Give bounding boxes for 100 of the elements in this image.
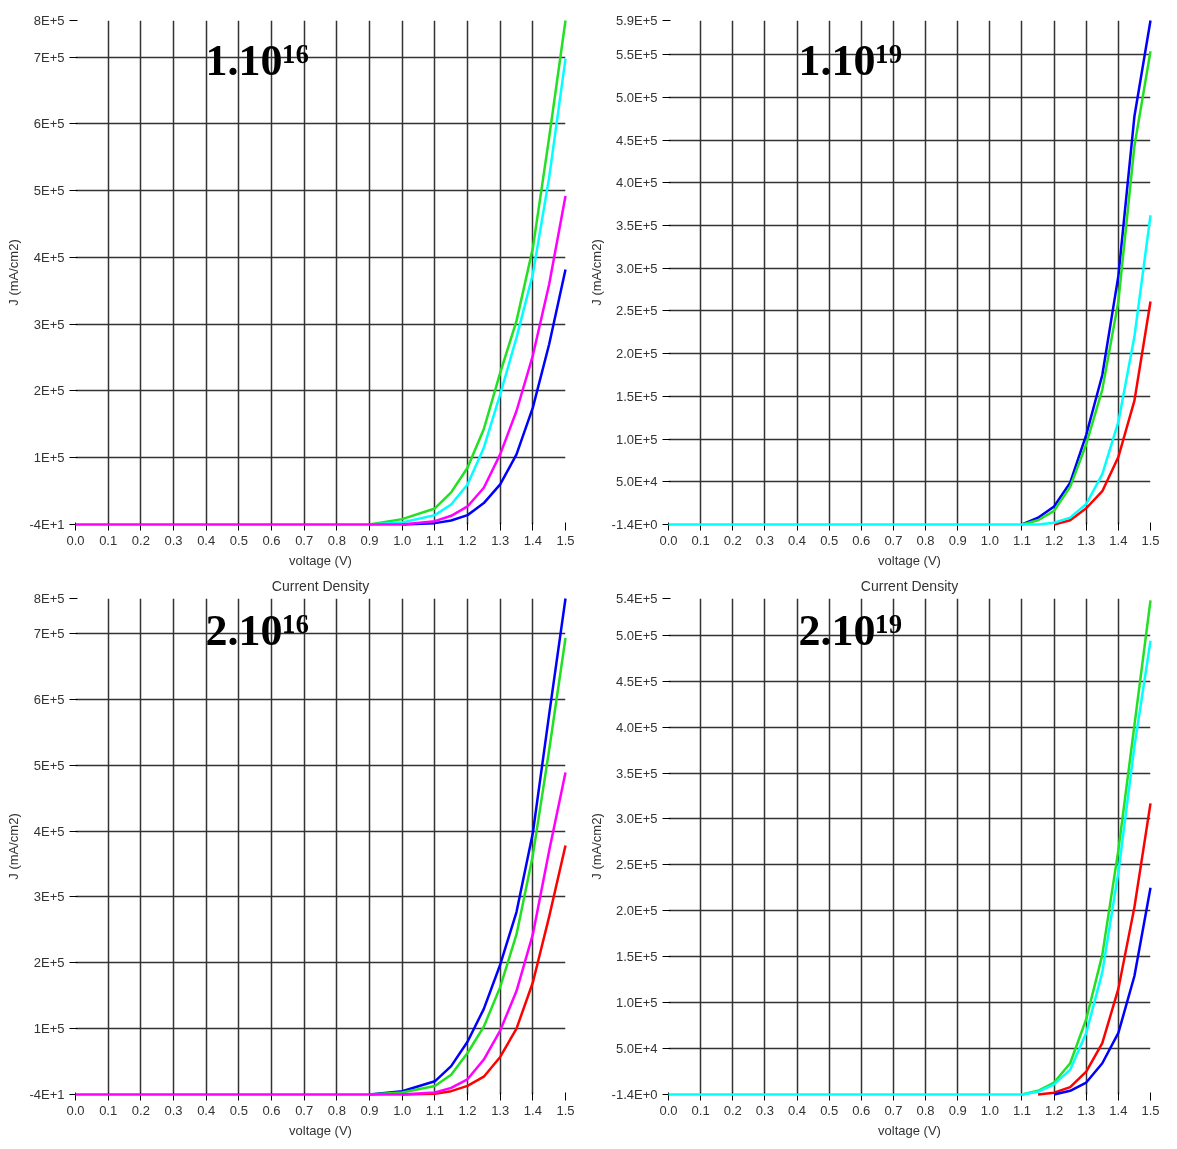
x-tick-label: 0.5 <box>229 1102 248 1118</box>
x-tick-label: 1.3 <box>491 1102 510 1118</box>
y-tick-label: 3E+5 <box>33 316 65 332</box>
y-tick-label: 1.0E+5 <box>615 995 658 1011</box>
x-tick-label: 1.4 <box>523 532 542 548</box>
x-tick-label: 1.5 <box>556 532 575 548</box>
x-tick-label: 0.1 <box>99 1102 118 1118</box>
y-tick-label: 5.9E+5 <box>615 13 658 28</box>
x-tick-label: 1.0 <box>980 1102 999 1118</box>
x-tick-label: 0.0 <box>659 532 678 548</box>
y-tick-label: 2.5E+5 <box>615 857 658 873</box>
x-tick-label: 0.4 <box>197 532 216 548</box>
x-tick-label: 0.9 <box>948 532 967 548</box>
x-tick-label: 0.3 <box>164 1102 183 1118</box>
y-tick-label: 5.0E+4 <box>615 1041 658 1057</box>
y-tick-label: 4.5E+5 <box>615 132 658 148</box>
x-tick-label: 0.9 <box>948 1102 967 1118</box>
x-tick-label: 1.3 <box>1077 532 1096 548</box>
y-tick-label: 2.5E+5 <box>615 303 658 319</box>
y-tick-label: 6E+5 <box>33 691 65 707</box>
y-tick-label: 3.5E+5 <box>615 218 658 234</box>
x-tick-label: 1.4 <box>1109 532 1128 548</box>
x-tick-label: 0.8 <box>327 1102 346 1118</box>
y-tick-label: 2E+5 <box>33 955 65 971</box>
x-tick-label: 0.7 <box>884 1102 903 1118</box>
x-tick-label: 0.0 <box>66 532 85 548</box>
x-tick-label: 0.5 <box>229 532 248 548</box>
x-tick-label: 0.2 <box>131 532 150 548</box>
x-tick-label: 1.1 <box>1012 1102 1032 1118</box>
y-tick-label: 5.0E+5 <box>615 627 658 643</box>
x-tick-label: 0.1 <box>691 532 710 548</box>
y-tick-label: -1.4E+0 <box>611 1087 658 1102</box>
y-tick-label: 3.0E+5 <box>615 811 658 827</box>
x-tick-label: 1.2 <box>1045 1102 1064 1118</box>
x-tick-label: 0.7 <box>295 532 314 548</box>
y-tick-label: 3E+5 <box>33 889 65 905</box>
y-tick-label: 2E+5 <box>33 383 65 399</box>
x-axis-title: voltage (V) <box>289 552 352 568</box>
x-tick-label: 1.3 <box>1077 1102 1096 1118</box>
x-tick-label: 0.8 <box>916 1102 935 1118</box>
x-tick-label: 1.2 <box>458 532 477 548</box>
x-tick-label: 0.0 <box>66 1102 85 1118</box>
y-tick-label: 1.0E+5 <box>615 431 658 447</box>
x-tick-label: 0.5 <box>820 532 839 548</box>
x-tick-label: 0.6 <box>852 1102 871 1118</box>
x-tick-label: 0.9 <box>360 1102 379 1118</box>
x-axis-title: voltage (V) <box>878 552 941 568</box>
chart-title: Current Density <box>271 577 370 594</box>
x-tick-label: 0.7 <box>884 532 903 548</box>
x-tick-label: 0.1 <box>99 532 118 548</box>
y-axis-title: J (mA/cm2) <box>588 813 604 880</box>
x-tick-label: 0.3 <box>755 1102 774 1118</box>
y-tick-label: 6E+5 <box>33 116 65 132</box>
y-tick-label: 5E+5 <box>33 757 65 773</box>
y-axis-title: J (mA/cm2) <box>6 239 22 306</box>
y-tick-label: 7E+5 <box>33 49 65 65</box>
y-tick-label: 4.5E+5 <box>615 673 658 689</box>
chart-title: Current Density <box>860 577 959 594</box>
x-tick-label: 1.1 <box>425 1102 444 1118</box>
y-axis-title: J (mA/cm2) <box>6 813 22 880</box>
x-tick-label: 0.8 <box>327 532 346 548</box>
x-tick-label: 1.4 <box>523 1102 542 1118</box>
y-tick-label: 5E+5 <box>33 183 65 199</box>
y-tick-label: 5.5E+5 <box>615 47 658 63</box>
x-tick-label: 1.5 <box>1141 532 1160 548</box>
x-tick-label: 0.3 <box>164 532 183 548</box>
x-tick-label: 1.5 <box>556 1102 575 1118</box>
x-tick-label: 0.2 <box>723 1102 742 1118</box>
x-tick-label: 1.1 <box>1012 532 1032 548</box>
y-tick-label: 8E+5 <box>33 591 65 606</box>
x-tick-label: 0.2 <box>723 532 742 548</box>
y-tick-label: 2.0E+5 <box>615 903 658 919</box>
y-tick-label: 1.5E+5 <box>615 388 658 404</box>
x-tick-label: 0.9 <box>360 532 379 548</box>
x-tick-label: 0.4 <box>197 1102 216 1118</box>
x-tick-label: 0.4 <box>788 1102 807 1118</box>
y-tick-label: 4.0E+5 <box>615 719 658 735</box>
x-tick-label: 1.2 <box>458 1102 477 1118</box>
y-tick-label: 1.5E+5 <box>615 949 658 965</box>
x-tick-label: 0.6 <box>852 532 871 548</box>
x-tick-label: 1.0 <box>393 1102 412 1118</box>
y-tick-label: 4E+5 <box>33 249 65 265</box>
y-tick-label: 2.0E+5 <box>615 346 658 362</box>
y-tick-label: 5.0E+5 <box>615 89 658 105</box>
y-axis-title: J (mA/cm2) <box>588 239 604 306</box>
y-tick-label: 7E+5 <box>33 625 65 641</box>
x-tick-label: 1.0 <box>393 532 412 548</box>
x-tick-label: 0.0 <box>659 1102 678 1118</box>
x-tick-label: 0.5 <box>820 1102 839 1118</box>
x-tick-label: 0.2 <box>131 1102 150 1118</box>
x-tick-label: 0.1 <box>691 1102 710 1118</box>
x-axis-title: voltage (V) <box>289 1122 352 1138</box>
x-tick-label: 0.3 <box>755 532 774 548</box>
x-tick-label: 0.6 <box>262 1102 281 1118</box>
x-tick-label: 0.8 <box>916 532 935 548</box>
x-tick-label: 1.1 <box>425 532 444 548</box>
x-tick-label: 0.4 <box>788 532 807 548</box>
x-tick-label: 1.0 <box>980 532 999 548</box>
x-tick-label: 0.6 <box>262 532 281 548</box>
y-tick-label: 5.0E+4 <box>615 474 658 490</box>
